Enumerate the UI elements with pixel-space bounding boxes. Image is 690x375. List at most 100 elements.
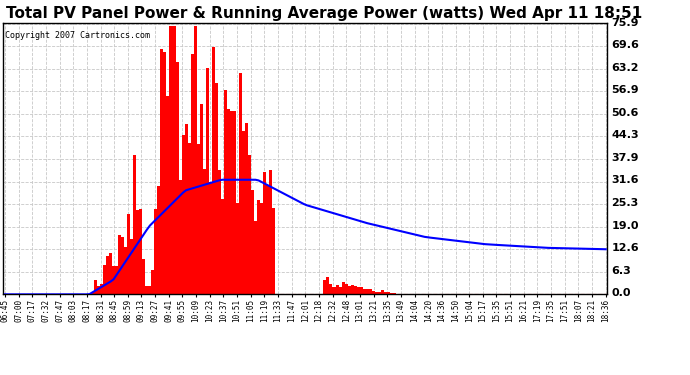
Text: 6.3: 6.3 xyxy=(611,266,631,276)
Bar xyxy=(218,170,221,294)
Bar xyxy=(387,292,390,294)
Bar xyxy=(164,53,166,294)
Bar xyxy=(106,256,109,294)
Bar xyxy=(130,239,133,294)
Bar xyxy=(227,110,230,294)
Bar xyxy=(366,289,368,294)
Bar xyxy=(324,280,326,294)
Bar xyxy=(190,54,194,294)
Text: Total PV Panel Power & Running Average Power (watts) Wed Apr 11 18:51: Total PV Panel Power & Running Average P… xyxy=(6,6,642,21)
Bar xyxy=(266,185,269,294)
Bar xyxy=(269,170,272,294)
Bar xyxy=(157,186,160,294)
Bar xyxy=(257,201,260,294)
Text: 25.3: 25.3 xyxy=(611,198,638,208)
Bar xyxy=(224,90,227,294)
Bar xyxy=(351,285,354,294)
Bar xyxy=(172,26,175,294)
Bar xyxy=(209,182,212,294)
Bar xyxy=(94,280,97,294)
Bar xyxy=(194,26,197,294)
Bar xyxy=(381,290,384,294)
Bar xyxy=(239,73,242,294)
Bar xyxy=(155,209,157,294)
Text: 56.9: 56.9 xyxy=(611,85,639,95)
Text: 50.6: 50.6 xyxy=(611,108,639,118)
Text: 19.0: 19.0 xyxy=(611,220,639,231)
Bar xyxy=(179,180,181,294)
Bar xyxy=(333,286,335,294)
Bar xyxy=(357,287,359,294)
Bar xyxy=(335,285,339,294)
Bar xyxy=(185,124,188,294)
Bar xyxy=(359,287,363,294)
Bar xyxy=(175,62,179,294)
Bar xyxy=(221,200,224,294)
Text: 44.3: 44.3 xyxy=(611,130,639,140)
Bar xyxy=(103,264,106,294)
Bar xyxy=(160,49,164,294)
Bar xyxy=(251,190,254,294)
Bar xyxy=(215,83,218,294)
Bar xyxy=(272,208,275,294)
Bar xyxy=(368,289,372,294)
Bar xyxy=(139,209,142,294)
Bar xyxy=(248,155,251,294)
Bar xyxy=(254,221,257,294)
Bar xyxy=(199,104,203,294)
Bar xyxy=(342,282,344,294)
Bar xyxy=(206,68,209,294)
Bar xyxy=(326,277,330,294)
Bar xyxy=(146,286,148,294)
Text: 37.9: 37.9 xyxy=(611,153,639,163)
Bar xyxy=(142,259,146,294)
Bar xyxy=(121,237,124,294)
Bar xyxy=(91,292,94,294)
Bar xyxy=(230,111,233,294)
Bar xyxy=(166,96,170,294)
Text: 69.6: 69.6 xyxy=(611,40,639,50)
Bar xyxy=(233,111,236,294)
Text: 31.6: 31.6 xyxy=(611,176,639,186)
Text: 0.0: 0.0 xyxy=(611,288,631,298)
Bar xyxy=(118,235,121,294)
Bar xyxy=(109,253,112,294)
Bar xyxy=(363,290,366,294)
Bar xyxy=(354,286,357,294)
Bar xyxy=(390,293,393,294)
Bar xyxy=(263,172,266,294)
Bar xyxy=(115,266,118,294)
Bar xyxy=(384,292,387,294)
Bar xyxy=(181,135,185,294)
Bar xyxy=(170,26,172,294)
Bar xyxy=(372,291,375,294)
Bar xyxy=(151,270,155,294)
Bar xyxy=(197,144,199,294)
Bar xyxy=(137,210,139,294)
Bar xyxy=(203,169,206,294)
Bar xyxy=(375,292,378,294)
Text: 75.9: 75.9 xyxy=(611,18,639,27)
Bar xyxy=(348,286,351,294)
Bar xyxy=(124,246,127,294)
Bar xyxy=(330,284,333,294)
Bar xyxy=(344,284,348,294)
Bar xyxy=(212,47,215,294)
Bar xyxy=(127,214,130,294)
Bar xyxy=(245,123,248,294)
Text: 12.6: 12.6 xyxy=(611,243,639,253)
Bar xyxy=(260,203,263,294)
Bar xyxy=(188,143,190,294)
Bar xyxy=(393,293,396,294)
Text: Copyright 2007 Cartronics.com: Copyright 2007 Cartronics.com xyxy=(6,31,150,40)
Bar xyxy=(242,130,245,294)
Bar xyxy=(97,286,100,294)
Bar xyxy=(112,266,115,294)
Bar xyxy=(236,202,239,294)
Bar xyxy=(148,286,151,294)
Text: 63.2: 63.2 xyxy=(611,63,639,73)
Bar xyxy=(378,292,381,294)
Bar xyxy=(133,155,137,294)
Bar xyxy=(339,287,342,294)
Bar xyxy=(100,284,103,294)
